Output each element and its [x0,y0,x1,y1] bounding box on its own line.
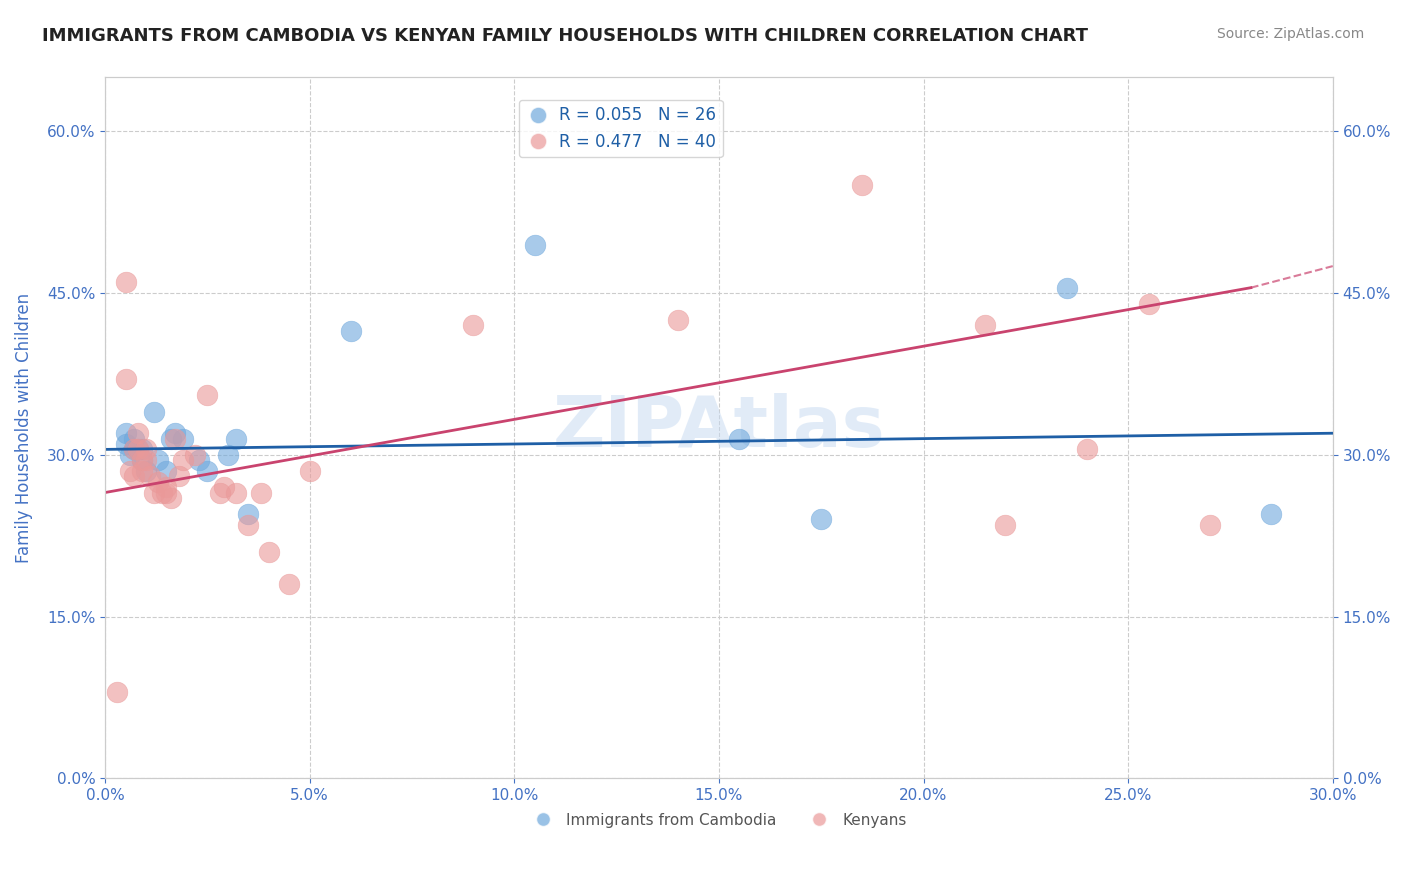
Point [278,577,301,591]
Point [114,275,136,289]
Point [118,464,141,478]
Point [339,324,361,338]
Point [810,512,832,526]
Point [148,453,170,467]
Point [167,469,190,483]
Point [851,178,873,193]
Point [127,426,149,441]
Point [172,432,194,446]
Point [131,453,153,467]
Point [225,485,247,500]
Point [155,464,177,478]
Point [127,442,149,457]
Point [122,432,145,446]
Point [127,442,149,457]
Point [131,464,153,478]
Point [1199,517,1222,532]
Point [257,545,280,559]
Point [197,464,219,478]
Legend: Immigrants from Cambodia, Kenyans: Immigrants from Cambodia, Kenyans [524,806,912,834]
Y-axis label: Family Households with Children: Family Households with Children [15,293,32,563]
Point [217,448,239,462]
Point [1260,507,1282,521]
Point [225,432,247,446]
Point [974,318,997,333]
Point [208,485,231,500]
Point [159,432,181,446]
Text: ZIPAtlas: ZIPAtlas [553,393,886,462]
Point [159,491,181,505]
Point [212,480,235,494]
Point [1056,281,1078,295]
Point [197,388,219,402]
Point [728,432,751,446]
Point [163,426,186,441]
Point [105,685,128,699]
Point [238,507,260,521]
Point [131,453,153,467]
Text: IMMIGRANTS FROM CAMBODIA VS KENYAN FAMILY HOUSEHOLDS WITH CHILDREN CORRELATION C: IMMIGRANTS FROM CAMBODIA VS KENYAN FAMIL… [42,27,1088,45]
Point [114,372,136,386]
Point [1076,442,1098,457]
Point [184,448,207,462]
Point [122,469,145,483]
Point [152,485,174,500]
Point [143,405,166,419]
Point [155,480,177,494]
Point [249,485,271,500]
Point [994,517,1017,532]
Point [155,485,177,500]
Point [523,237,546,252]
Point [114,426,136,441]
Point [139,469,162,483]
Text: Source: ZipAtlas.com: Source: ZipAtlas.com [1216,27,1364,41]
Point [122,442,145,457]
Point [135,453,157,467]
Point [1137,297,1160,311]
Point [122,442,145,457]
Point [172,453,194,467]
Point [666,313,689,327]
Point [148,475,170,489]
Point [135,442,157,457]
Point [298,464,321,478]
Point [188,453,211,467]
Point [131,442,153,457]
Point [143,485,166,500]
Point [163,432,186,446]
Point [238,517,260,532]
Point [135,464,157,478]
Point [118,448,141,462]
Point [114,437,136,451]
Point [463,318,485,333]
